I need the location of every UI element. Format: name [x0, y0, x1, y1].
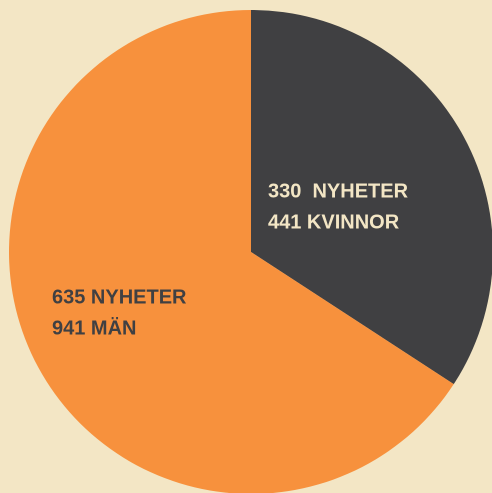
pie-slice [9, 10, 454, 493]
slice-label: 330 NYHETER [268, 180, 409, 202]
slice-label: 441 KVINNOR [268, 211, 400, 233]
pie-slice [251, 10, 492, 385]
slice-label: 635 NYHETER [52, 286, 187, 308]
slice-label: 941 MÄN [52, 316, 136, 339]
